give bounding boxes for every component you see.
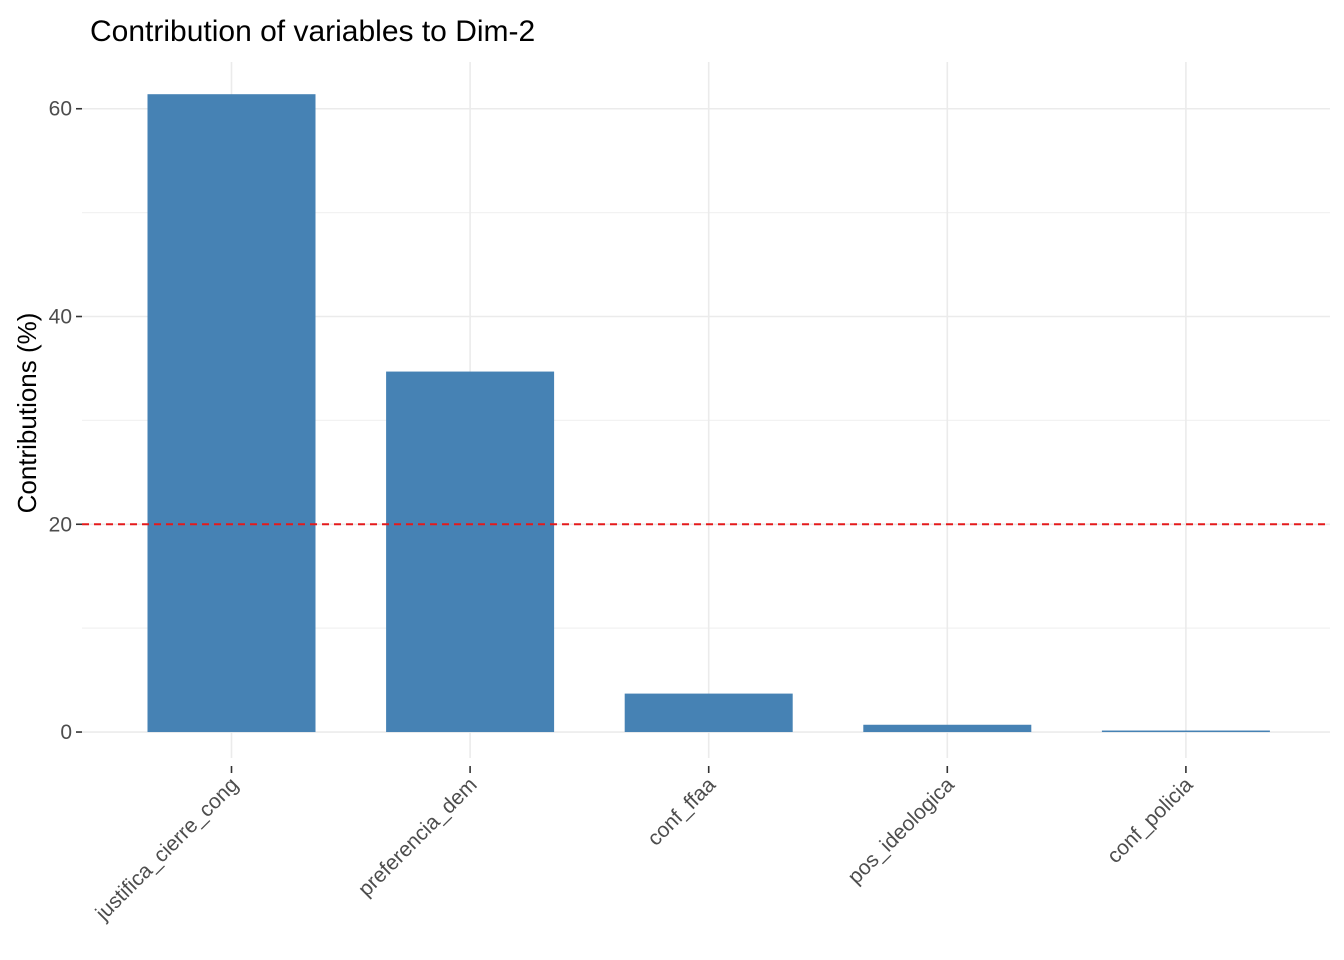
bar-conf_ffaa	[624, 693, 793, 733]
x-tick-label: conf_policia	[1103, 773, 1198, 868]
bar-preferencia_dem	[386, 371, 555, 733]
y-tick-label: 60	[49, 98, 72, 121]
bar-conf_policia	[1101, 730, 1270, 733]
x-tick-label: preferencia_dem	[354, 773, 482, 901]
y-tick-label: 0	[60, 721, 72, 744]
y-tick-label: 20	[49, 513, 72, 536]
bars	[147, 94, 1270, 733]
y-tick-label: 40	[49, 306, 72, 329]
bar-justifica_cierre_cong	[147, 94, 316, 733]
x-tick-label: pos_ideologica	[843, 773, 959, 889]
x-axis: justifica_cierre_cong preferencia_dem conf…	[91, 766, 1198, 926]
x-tick-label: justifica_cierre_cong	[91, 773, 243, 925]
y-axis: 0 20 40 60	[49, 98, 82, 744]
bar-pos_ideologica	[863, 724, 1032, 733]
y-axis-label: Contributions (%)	[12, 313, 42, 514]
chart-title: Contribution of variables to Dim-2	[90, 15, 535, 48]
x-tick-label: conf_ffaa	[643, 773, 720, 850]
